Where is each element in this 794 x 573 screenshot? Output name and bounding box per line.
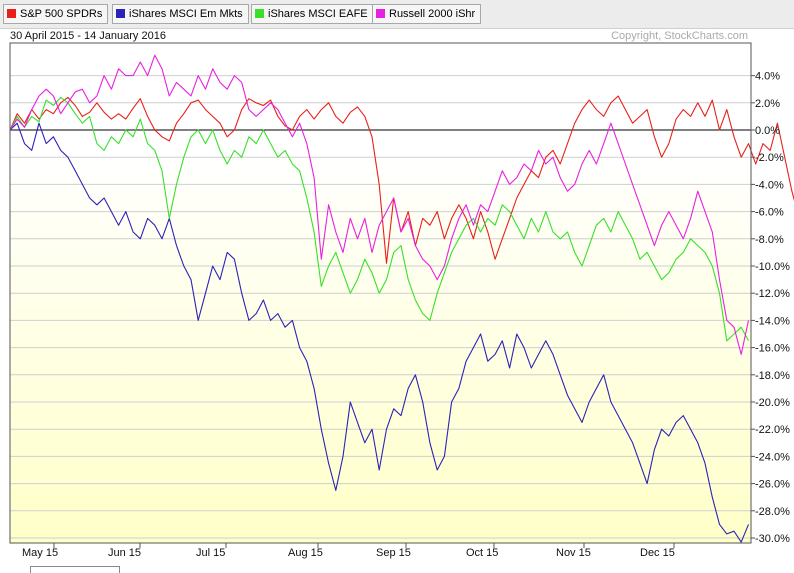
- y-tick-label: -22.0%: [755, 424, 790, 436]
- y-tick-label: -4.0%: [755, 179, 784, 191]
- y-tick-label: 2.0%: [755, 98, 780, 110]
- plot-border: [9, 42, 752, 544]
- series-line-0: [9, 95, 794, 264]
- x-tick-label: Dec 15: [640, 547, 675, 559]
- x-tick-label: Nov 15: [556, 547, 591, 559]
- series-line-2: [9, 96, 749, 342]
- y-tick-label: -18.0%: [755, 370, 790, 382]
- x-axis: May 15 Jun 15 Jul 15 Aug 15 Sep 15 Oct 15 Nov …: [22, 543, 675, 559]
- y-tick-label: -12.0%: [755, 288, 790, 300]
- legend-item-efa[interactable]: iShares MSCI EAFE: [251, 4, 374, 24]
- x-tick-label: Aug 15: [288, 547, 323, 559]
- y-tick-label: -2.0%: [755, 152, 784, 164]
- legend-label: Russell 2000 iShr: [389, 8, 476, 20]
- legend-swatch: [7, 9, 16, 18]
- y-tick-label: -20.0%: [755, 397, 790, 409]
- x-tick-label: Oct 15: [466, 547, 498, 559]
- y-tick-label: -10.0%: [755, 261, 790, 273]
- series-line-1: [9, 122, 750, 543]
- y-axis: 4.0% 2.0% 0.0% -2.0% -4.0% -6.0% -8.0% -10.0% -1…: [751, 71, 790, 545]
- legend-swatch: [116, 9, 125, 18]
- copyright: Copyright, StockCharts.com: [611, 30, 748, 42]
- legend-swatch: [255, 9, 264, 18]
- y-tick-label: -26.0%: [755, 479, 790, 491]
- legend-item-spy[interactable]: S&P 500 SPDRs: [3, 4, 109, 24]
- legend-label: S&P 500 SPDRs: [20, 8, 103, 20]
- y-tick-label: -6.0%: [755, 207, 784, 219]
- y-tick-label: -16.0%: [755, 343, 790, 355]
- y-tick-label: 4.0%: [755, 71, 780, 83]
- series-lines: [9, 54, 794, 543]
- legend-item-eem[interactable]: iShares MSCI Em Mkts: [112, 4, 249, 24]
- grid-lines: [10, 75, 751, 539]
- x-tick-label: Sep 15: [376, 547, 411, 559]
- legend-label: iShares MSCI Em Mkts: [129, 8, 243, 20]
- y-tick-label: -8.0%: [755, 234, 784, 246]
- y-tick-label: -24.0%: [755, 451, 790, 463]
- y-tick-label: 0.0%: [755, 125, 780, 137]
- legend-item-iwm[interactable]: Russell 2000 iShr: [372, 4, 482, 24]
- legend-bar: S&P 500 SPDRs iShares MSCI Em Mkts iShar…: [0, 0, 794, 29]
- series-line-3: [9, 54, 750, 355]
- legend-swatch: [376, 9, 385, 18]
- y-tick-label: -14.0%: [755, 315, 790, 327]
- x-tick-label: Jul 15: [196, 547, 225, 559]
- y-tick-label: -30.0%: [755, 533, 790, 545]
- legend-label: iShares MSCI EAFE: [268, 8, 368, 20]
- date-range: 30 April 2015 - 14 January 2016: [10, 30, 166, 42]
- x-tick-label: Jun 15: [108, 547, 141, 559]
- y-tick-label: -28.0%: [755, 506, 790, 518]
- scroll-tab[interactable]: [30, 566, 120, 573]
- x-tick-label: May 15: [22, 547, 58, 559]
